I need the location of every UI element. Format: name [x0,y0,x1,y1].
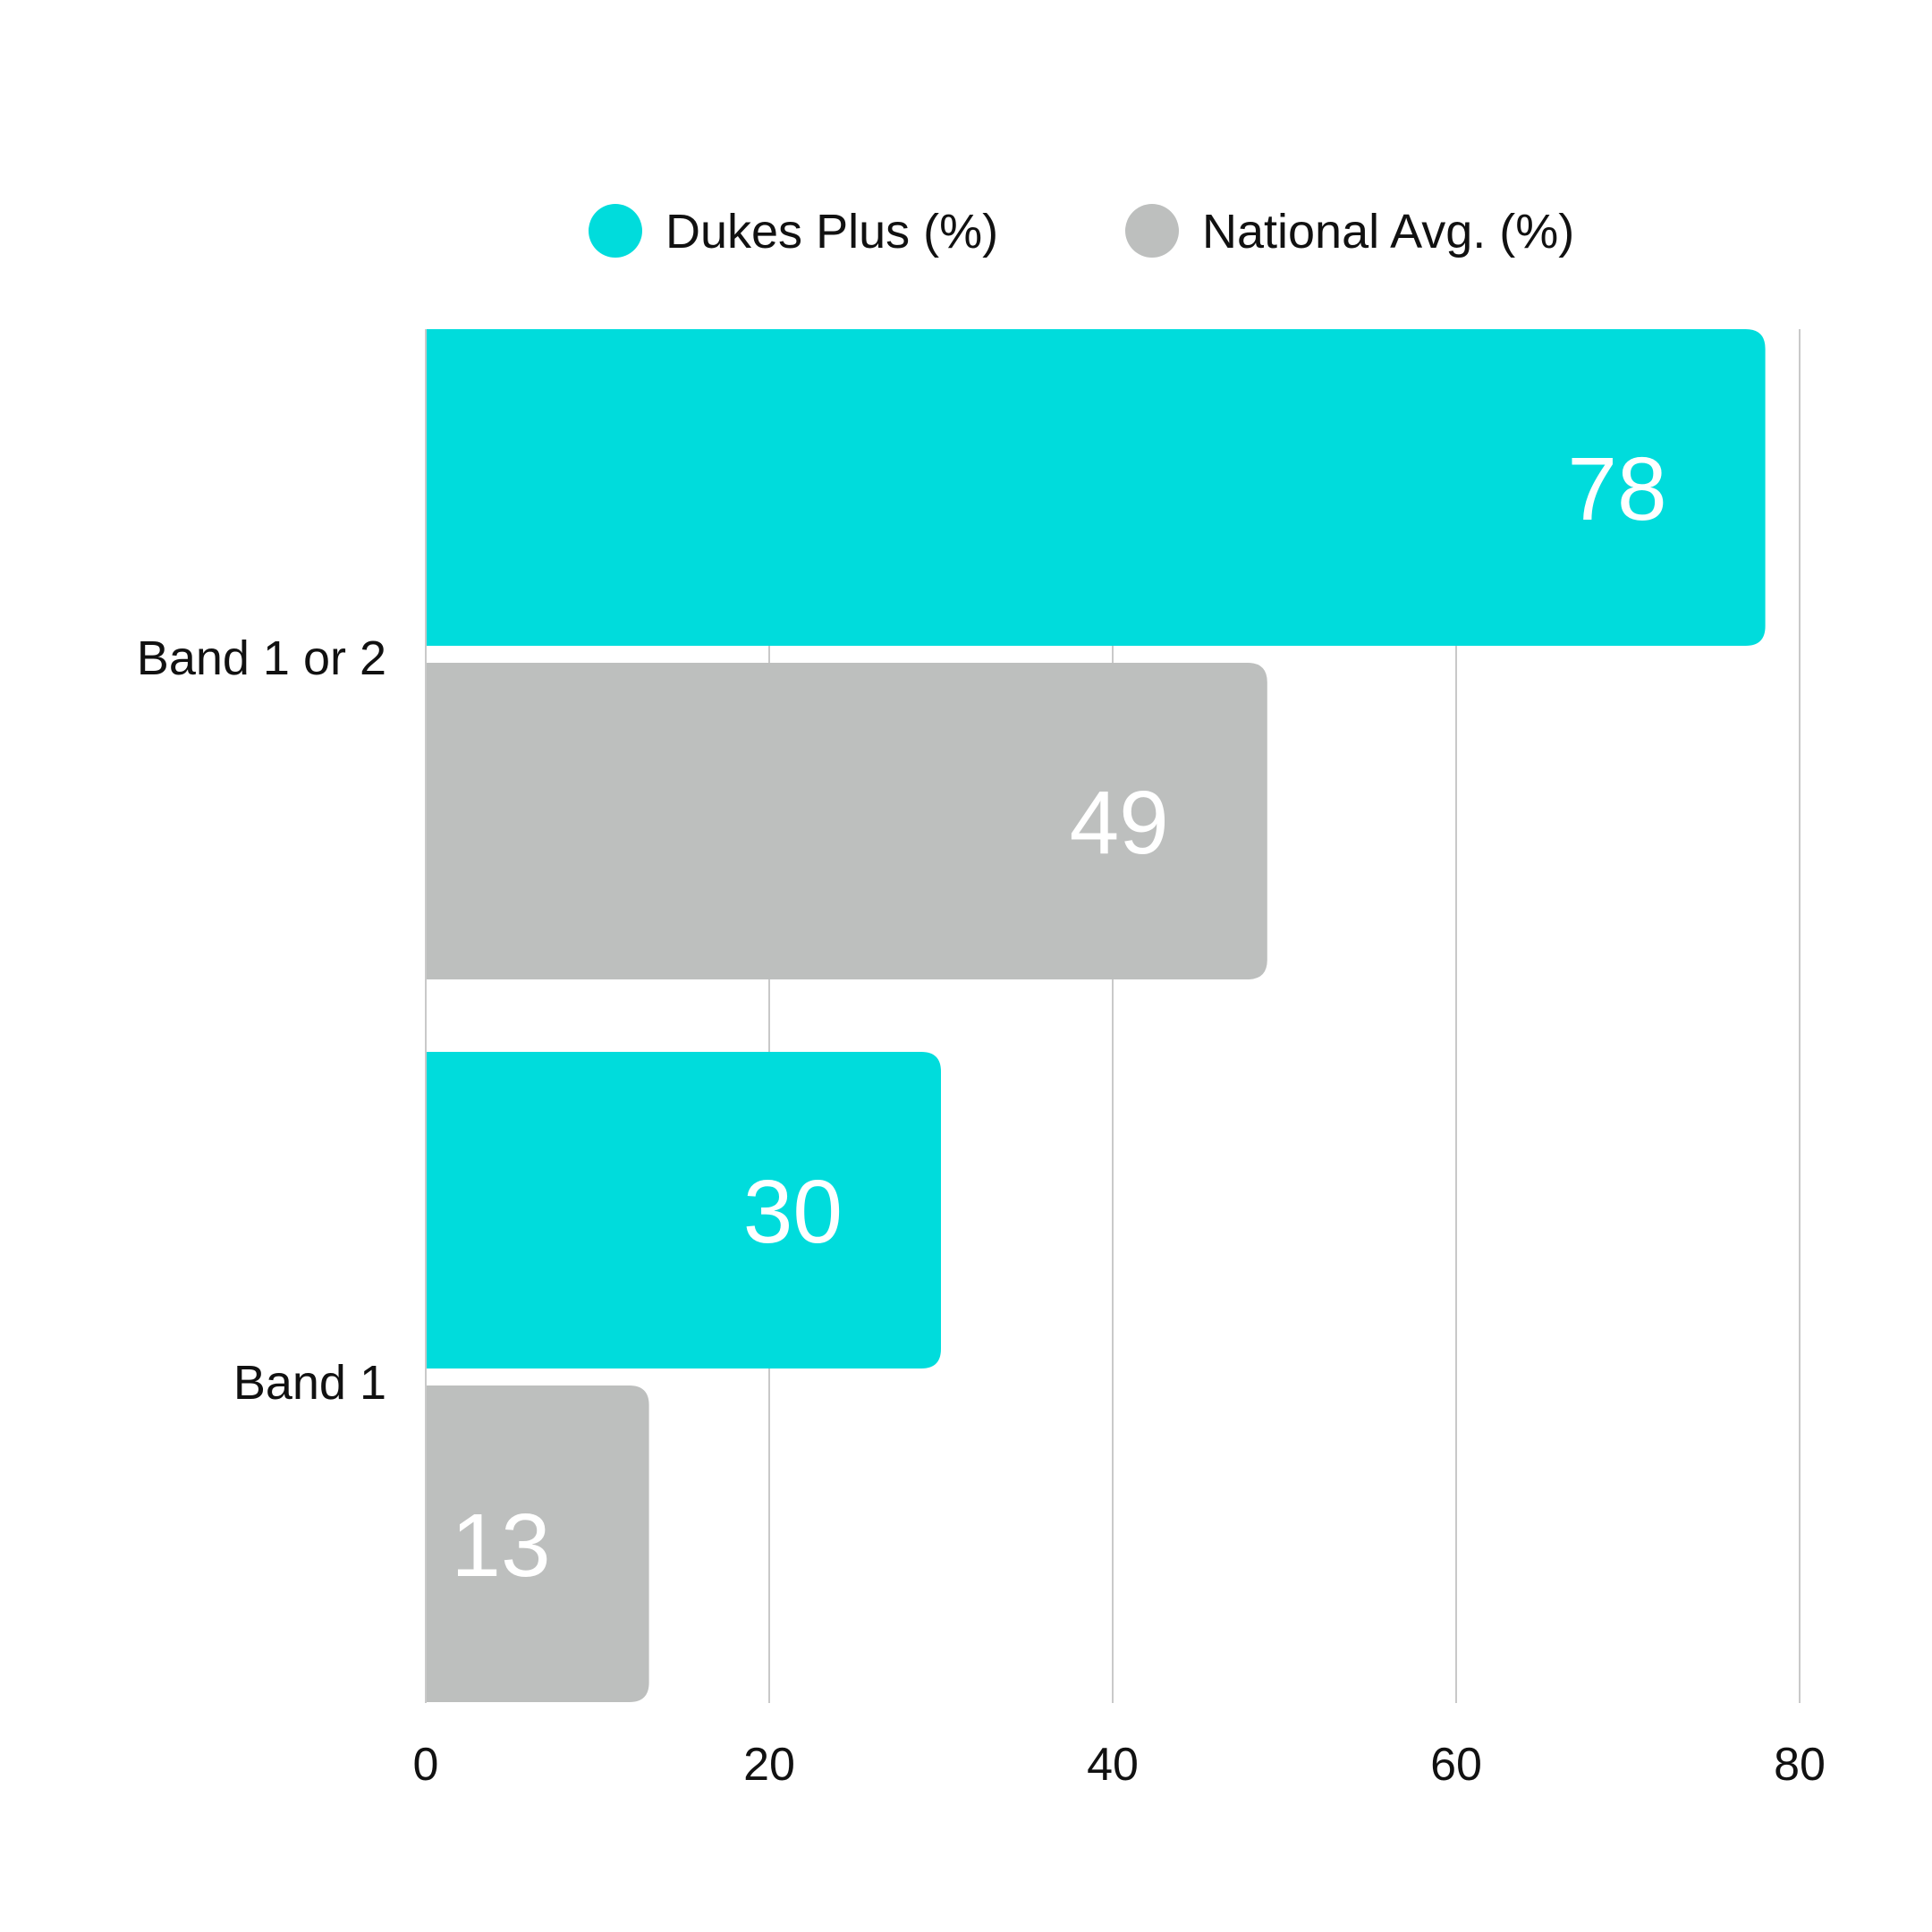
x-tick-20: 20 [743,1739,795,1791]
legend-swatch-dukes-plus [589,204,642,258]
legend-label-national-avg: National Avg. (%) [1202,205,1574,258]
bar-band-1-dukes-plus [426,1052,941,1368]
legend-label-dukes-plus: Dukes Plus (%) [665,205,998,258]
category-label-band-1: Band 1 [233,1356,386,1410]
x-tick-60: 60 [1430,1739,1482,1791]
data-label-band-1-or-2-national-avg: 49 [1070,773,1169,873]
category-label-band-1-or-2: Band 1 or 2 [137,631,386,685]
legend: Dukes Plus (%) National Avg. (%) [589,204,1574,258]
x-tick-80: 80 [1774,1739,1826,1791]
data-label-band-1-or-2-dukes-plus: 78 [1567,439,1666,539]
bars [426,329,1766,1702]
data-labels: 78 49 30 13 [451,439,1666,1596]
data-label-band-1-national-avg: 13 [451,1496,550,1596]
legend-swatch-national-avg [1125,204,1179,258]
category-labels: Band 1 or 2 Band 1 [137,631,386,1410]
bar-band-1-or-2-dukes-plus [426,329,1766,646]
x-tick-40: 40 [1087,1739,1139,1791]
bar-band-1-national-avg [426,1385,649,1702]
data-label-band-1-dukes-plus: 30 [743,1162,843,1262]
x-tick-labels: 0 20 40 60 80 [413,1739,1826,1791]
x-tick-0: 0 [413,1739,439,1791]
bar-band-1-or-2-national-avg [426,663,1267,979]
